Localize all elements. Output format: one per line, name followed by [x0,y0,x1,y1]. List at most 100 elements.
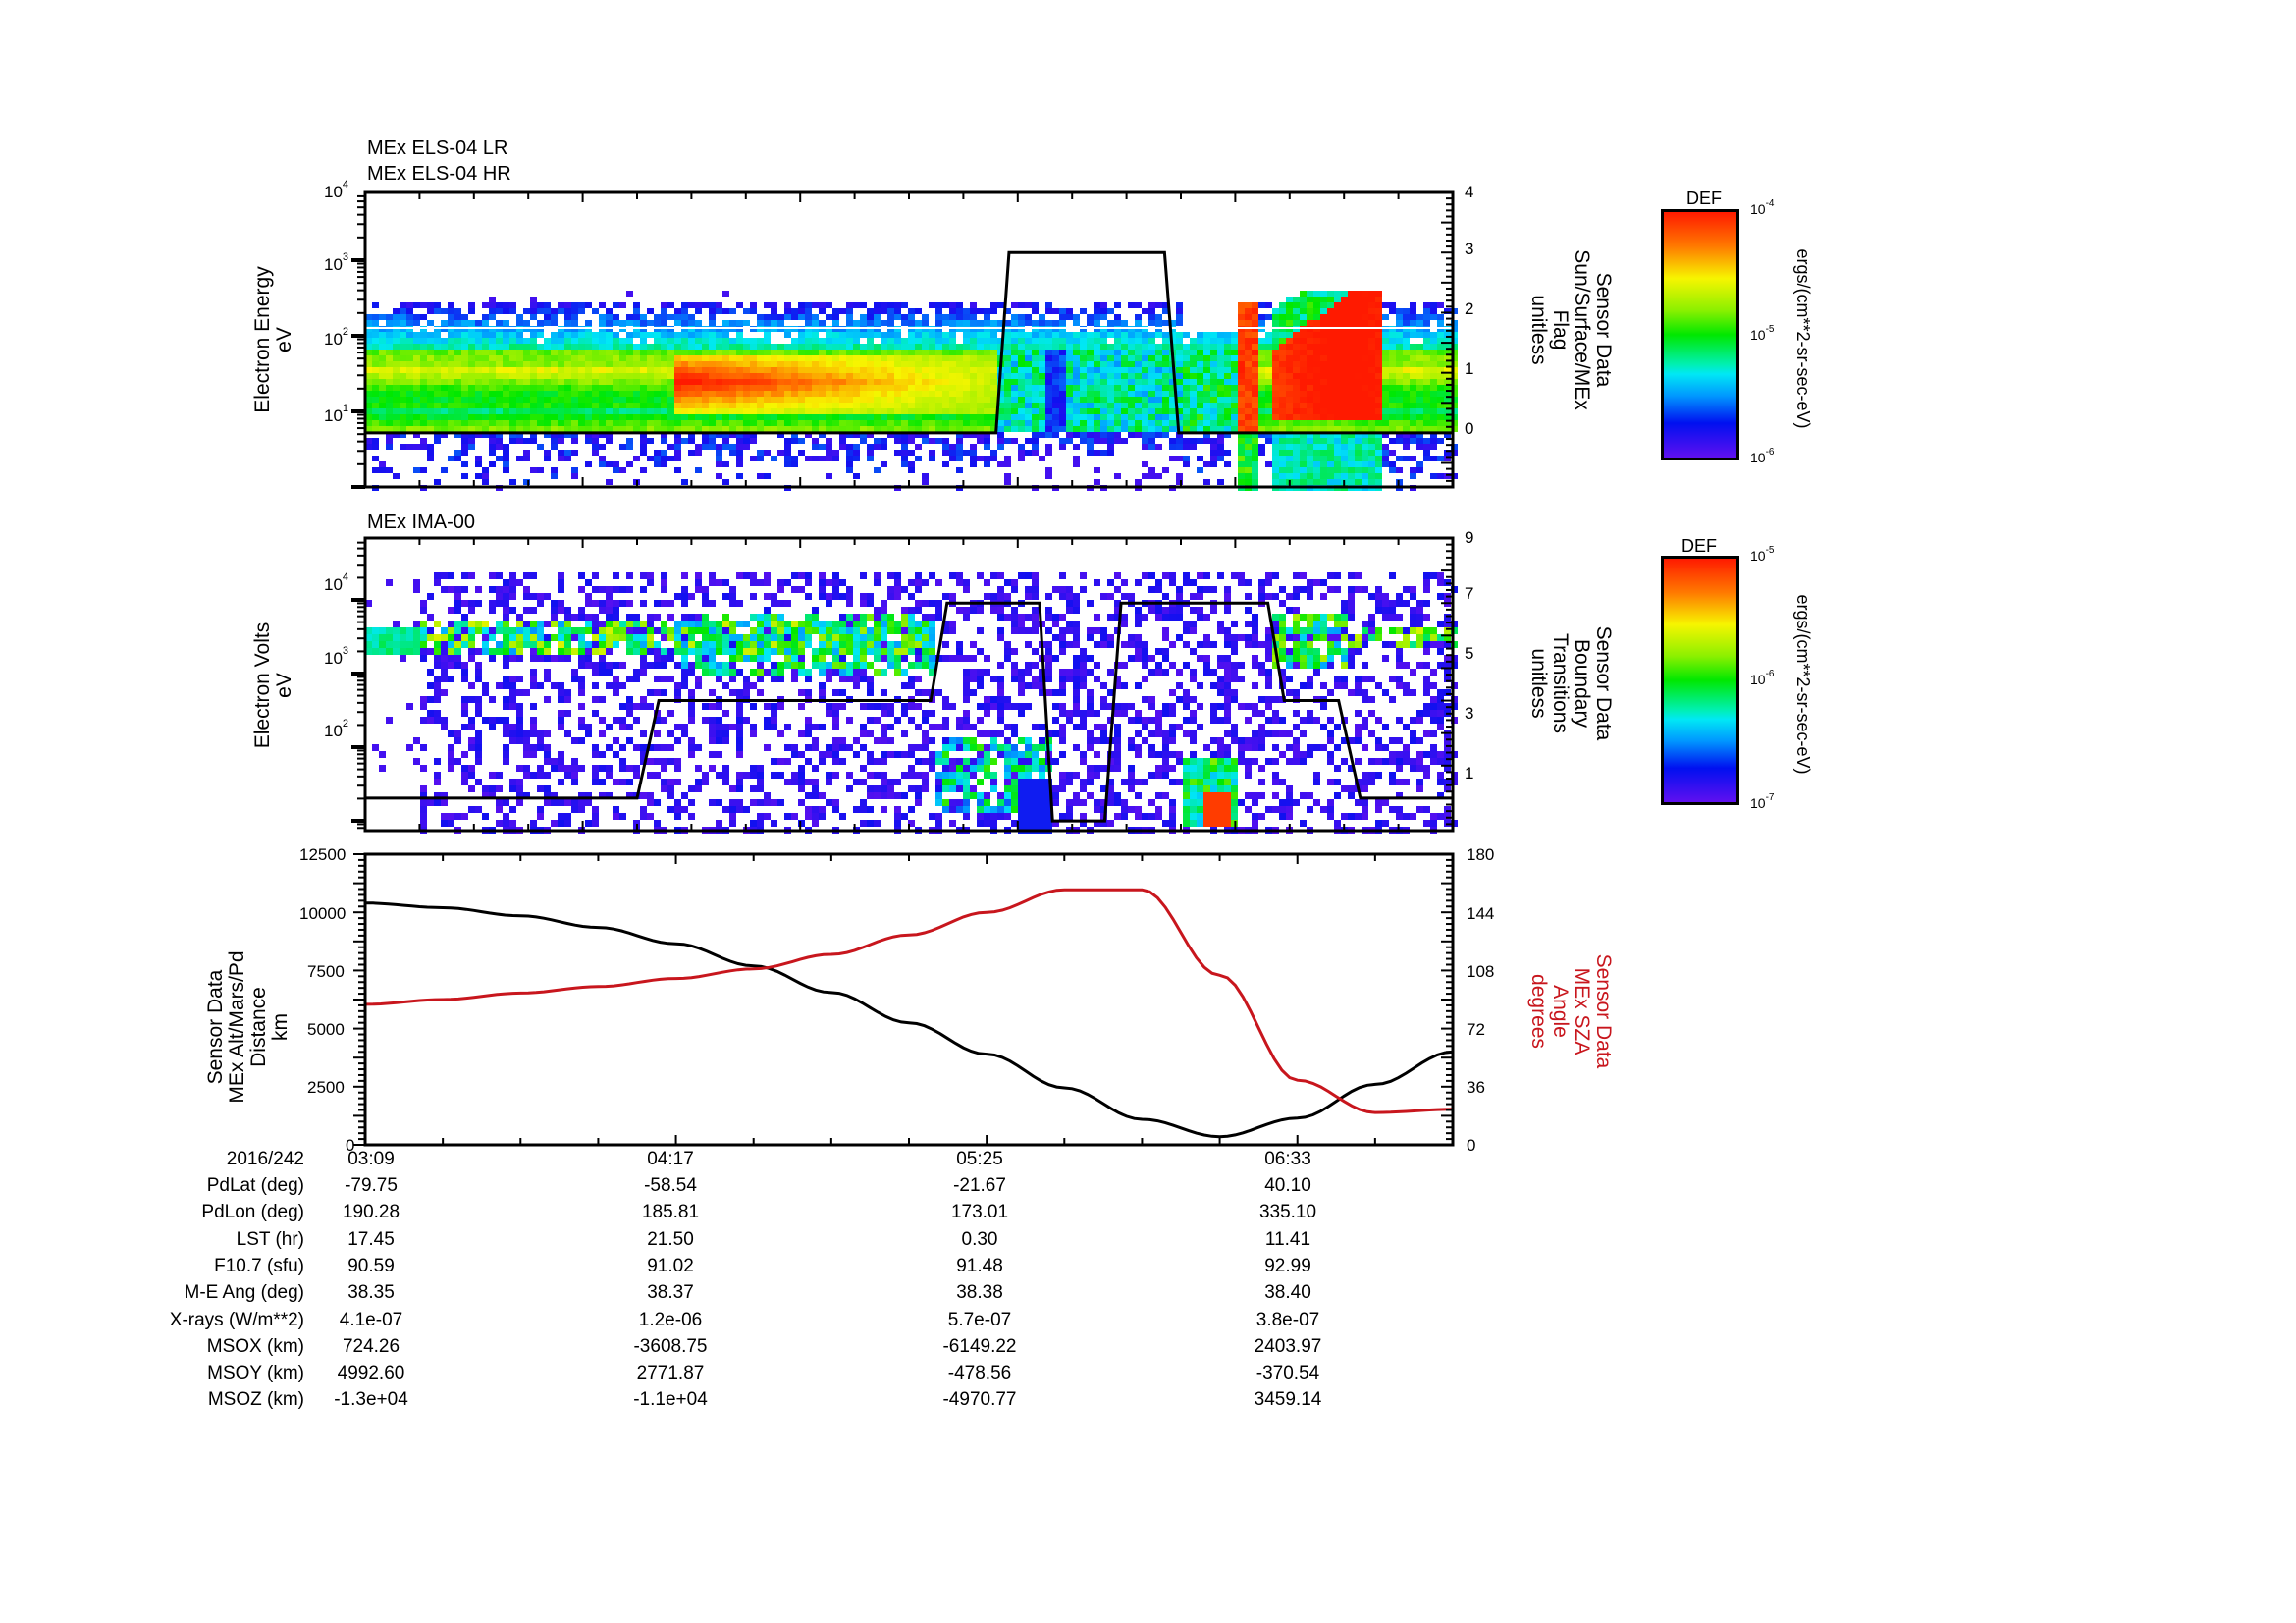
colorbar2-unit: ergs/(cm**2-sr-sec-eV) [1793,594,1813,775]
colorbar2-tick-mid: 10-6 [1750,669,1775,687]
table-cell: 17.45 [347,1228,395,1250]
panel1-y2tick: 1 [1465,359,1474,378]
table-row-label: M-E Ang (deg) [184,1282,305,1304]
table-cell: 5.7e-07 [947,1309,1012,1330]
panel1-title-lr: MEx ELS-04 LR [367,137,508,159]
panel2-y2tick: 7 [1465,584,1474,603]
table-cell: 92.99 [1264,1255,1311,1276]
colorbar1-tick-max: 10-4 [1750,198,1775,217]
table-cell: -79.75 [345,1175,398,1196]
table-time: 06:33 [1264,1149,1311,1169]
panel2-ytick: 102 [324,718,349,740]
panel2-y2tick: 5 [1465,644,1474,663]
panel1-y2tick: 3 [1465,240,1474,258]
colorbar1-title: DEF [1686,189,1722,208]
table-time: 04:17 [647,1149,694,1169]
table-cell: 173.01 [950,1202,1009,1223]
panel3-ytick: 0 [346,1136,355,1155]
table-cell: 38.35 [347,1282,395,1304]
panel2-ylabel: Electron Volts eV [251,622,295,749]
colorbar2-tick-max: 10-5 [1750,545,1775,564]
table-cell: -21.67 [953,1175,1006,1196]
table-cell: -3608.75 [633,1335,708,1357]
panel3-ytick: 2500 [307,1078,345,1097]
panel3-ytick: 5000 [307,1020,345,1039]
panel2-ytick: 103 [324,645,349,668]
table-cell: 40.10 [1264,1175,1311,1196]
table-cell: 3.8e-07 [1255,1309,1320,1330]
table-cell: 2771.87 [636,1363,705,1384]
panel2-spectrogram [351,536,1458,834]
panel3-ytick: 10000 [299,904,347,923]
colorbar2-title: DEF [1682,536,1717,556]
panel1-ytick: 103 [324,251,349,274]
table-cell: 38.37 [647,1282,694,1304]
panel2-y2tick: 1 [1465,764,1474,783]
panel3-y2tick: 144 [1467,904,1495,923]
panel3-y2tick: 36 [1467,1078,1485,1097]
panel2-y2tick: 9 [1465,528,1474,547]
panel1-y2label: Sensor Data Sun/Surface/MEx Flag unitless [1527,249,1615,410]
table-cell: 21.50 [647,1228,694,1250]
table-cell: 91.02 [647,1255,694,1276]
table-cell: 4992.60 [337,1363,405,1384]
table-cell: 11.41 [1264,1228,1311,1250]
panel1-spectrogram [351,190,1458,491]
table-cell: 91.48 [956,1255,1003,1276]
table-row-label: X-rays (W/m**2) [169,1309,304,1330]
panel2-ytick: 104 [324,571,349,594]
table-row-label: PdLat (deg) [206,1175,304,1196]
table-row-label: MSOY (km) [207,1363,304,1384]
panel1-y2tick: 0 [1465,419,1474,438]
table-cell: 0.30 [961,1228,998,1250]
table-cell: -58.54 [644,1175,697,1196]
table-cell: 90.59 [347,1255,395,1276]
colorbar2 [1661,556,1739,805]
table-cell: -1.1e+04 [633,1389,708,1411]
table-cell: 185.81 [641,1202,700,1223]
panel1-y2tick: 4 [1465,183,1474,201]
colorbar2-tick-min: 10-7 [1750,792,1775,811]
table-time: 05:25 [956,1149,1003,1169]
panel2-y2tick: 3 [1465,704,1474,723]
table-cell: 1.2e-06 [638,1309,703,1330]
colorbar1-tick-mid: 10-5 [1750,324,1775,343]
panel1-ylabel: Electron Energy eV [251,266,295,413]
panel2-title: MEx IMA-00 [367,512,476,533]
panel3-ytick: 12500 [299,845,347,864]
table-cell: -370.54 [1255,1363,1320,1384]
table-time: 03:09 [347,1149,395,1169]
table-cell: -1.3e+04 [334,1389,408,1411]
panel1-ytick: 102 [324,326,349,349]
table-cell: 335.10 [1258,1202,1317,1223]
colorbar1 [1661,209,1739,460]
table-cell: -4970.77 [942,1389,1017,1411]
table-row-label: F10.7 (sfu) [214,1255,304,1276]
panel1-title-hr: MEx ELS-04 HR [367,163,511,185]
table-cell: 38.38 [956,1282,1003,1304]
panel3-y2tick: 108 [1467,962,1495,981]
panel3-y2label: Sensor Data MEx SZA Angle degrees [1527,953,1615,1069]
table-row-label: LST (hr) [236,1228,304,1250]
panel1-ytick: 101 [324,403,349,425]
table-cell: 2403.97 [1254,1335,1322,1357]
table-cell: -6149.22 [942,1335,1017,1357]
panel3-ylabel: Sensor Data MEx Alt/Mars/Pd Distance km [204,950,292,1104]
panel3-y2tick: 72 [1467,1020,1485,1039]
panel1-ytick: 104 [324,179,349,201]
table-cell: 4.1e-07 [339,1309,403,1330]
panel3-y2tick: 0 [1467,1136,1476,1155]
colorbar1-unit: ergs/(cm**2-sr-sec-eV) [1793,248,1813,429]
table-cell: 724.26 [342,1335,400,1357]
panel2-y2label: Sensor Data Boundary Transitions unitless [1527,625,1615,741]
table-row-label: MSOX (km) [206,1335,304,1357]
panel3-y2tick: 180 [1467,845,1495,864]
table-row-label: PdLon (deg) [201,1202,304,1223]
table-date: 2016/242 [226,1149,304,1169]
table-cell: 190.28 [342,1202,400,1223]
table-cell: -478.56 [947,1363,1012,1384]
table-row-label: MSOZ (km) [207,1389,304,1411]
table-cell: 38.40 [1264,1282,1311,1304]
table-cell: 3459.14 [1254,1389,1322,1411]
panel1-y2tick: 2 [1465,299,1474,318]
